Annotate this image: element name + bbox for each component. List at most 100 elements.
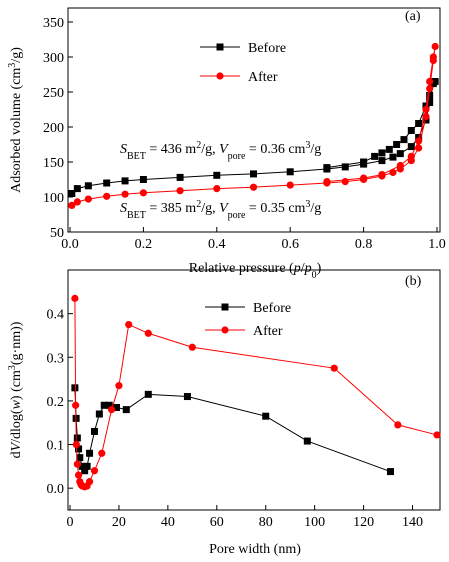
text-part: Relative pressure ( — [189, 261, 294, 276]
y-tick-label: 0.4 — [47, 308, 65, 323]
y-tick-label: 350 — [43, 16, 64, 31]
marker — [330, 364, 338, 372]
text-part: V — [219, 142, 229, 157]
x-tick-label: 40 — [161, 515, 175, 530]
annotation: SBET = 385 m2/g, Vpore = 0.35 cm3/g — [120, 199, 321, 221]
x-tick-label: 0.4 — [208, 237, 226, 252]
y-tick-label: 150 — [43, 156, 64, 171]
marker — [107, 406, 116, 414]
text-part: = 436 m — [146, 142, 196, 157]
marker — [213, 185, 221, 193]
marker — [431, 42, 439, 51]
marker — [122, 406, 130, 414]
marker — [84, 195, 92, 203]
y-axis-label: dV/dlog(w) (cm3(g·nm)) — [7, 321, 25, 458]
text-part: BET — [127, 210, 146, 221]
marker — [389, 153, 397, 161]
marker — [74, 471, 83, 479]
marker — [183, 393, 191, 401]
marker — [378, 149, 386, 157]
marker — [105, 401, 113, 409]
x-tick-label: 60 — [210, 515, 224, 530]
text-part: w — [9, 399, 24, 409]
text-part: 3 — [7, 63, 18, 68]
legend-marker — [221, 303, 229, 311]
marker — [378, 171, 386, 179]
marker — [121, 177, 129, 185]
text-part: = 0.35 cm — [245, 201, 305, 216]
marker — [144, 329, 152, 337]
marker — [262, 412, 270, 420]
marker — [213, 171, 221, 179]
text-part: / — [301, 261, 305, 276]
y-tick-label: 100 — [43, 191, 64, 206]
text-part: = 385 m — [146, 201, 196, 216]
y-tick-label: 200 — [43, 121, 64, 136]
text-part: 3 — [305, 199, 310, 210]
marker — [176, 187, 184, 195]
text-part: /g) — [9, 47, 24, 63]
marker — [176, 173, 184, 181]
text-part: /g — [310, 201, 321, 216]
text-part: = 0.36 cm — [245, 142, 305, 157]
marker — [84, 182, 92, 190]
marker — [188, 343, 196, 351]
text-part: pore — [228, 151, 246, 162]
marker — [103, 179, 111, 187]
marker — [415, 120, 423, 127]
marker — [125, 320, 133, 329]
marker — [68, 190, 76, 197]
marker — [407, 152, 415, 160]
marker — [389, 168, 397, 177]
marker — [139, 189, 147, 197]
x-tick-label: 80 — [259, 515, 273, 530]
marker — [394, 421, 402, 429]
marker — [393, 141, 401, 148]
marker — [426, 77, 434, 86]
text-part: S — [120, 142, 127, 157]
marker — [426, 92, 434, 99]
marker — [396, 161, 404, 170]
legend-label: Before — [248, 41, 286, 56]
marker — [83, 462, 91, 470]
marker — [385, 145, 393, 153]
text-part: BET — [127, 151, 146, 162]
text-part: p — [293, 261, 301, 276]
marker — [371, 152, 379, 160]
marker — [429, 53, 437, 61]
y-tick-label: 250 — [43, 86, 64, 101]
text-part: /g, — [201, 142, 219, 157]
text-part: 2 — [196, 140, 201, 151]
marker — [100, 401, 108, 409]
y-tick-label: 0.2 — [47, 395, 65, 410]
y-tick-label: 50 — [50, 226, 64, 241]
y-tick-label: 300 — [43, 51, 64, 66]
legend-marker — [216, 72, 224, 80]
x-tick-label: 0.8 — [355, 237, 373, 252]
y-tick-label: 0.3 — [47, 351, 65, 366]
text-part: p — [304, 261, 312, 276]
marker — [431, 78, 439, 85]
x-tick-label: 120 — [353, 515, 374, 530]
marker — [98, 449, 106, 457]
x-tick-label: 0.0 — [61, 237, 79, 252]
legend-label: After — [248, 70, 278, 85]
marker — [71, 384, 79, 392]
marker — [68, 201, 76, 209]
text-part: /dlog( — [9, 409, 24, 443]
marker — [426, 84, 434, 93]
marker — [249, 183, 258, 191]
x-tick-label: 0.6 — [281, 237, 299, 252]
x-tick-label: 100 — [304, 515, 325, 530]
marker — [72, 440, 80, 449]
y-tick-label: 0.1 — [47, 439, 65, 454]
marker — [95, 410, 103, 418]
legend-marker — [221, 326, 229, 334]
marker — [407, 127, 415, 134]
marker — [250, 170, 257, 178]
marker — [86, 449, 94, 457]
marker — [341, 178, 349, 186]
y-tick-label: 0.0 — [47, 482, 65, 497]
marker — [71, 294, 79, 302]
marker — [415, 137, 423, 145]
